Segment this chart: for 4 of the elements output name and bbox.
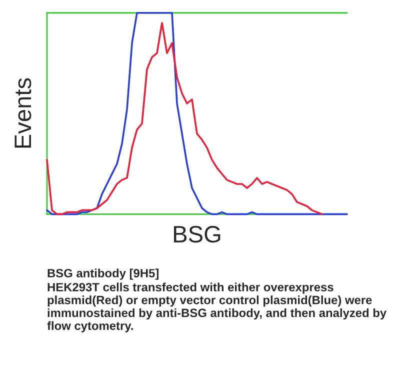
text: HEK293T cells transfected with either overexpress plasmid(Red) or empty vector control plasmid(Blue) were immunostained by anti-BSG antibody, and then analyzed by flow cytometry. — [47, 282, 387, 332]
y-axis-title: Events — [14, 78, 32, 148]
text: BSG antibody [9H5] — [48, 268, 158, 280]
x-axis-title: BSG — [174, 226, 220, 243]
